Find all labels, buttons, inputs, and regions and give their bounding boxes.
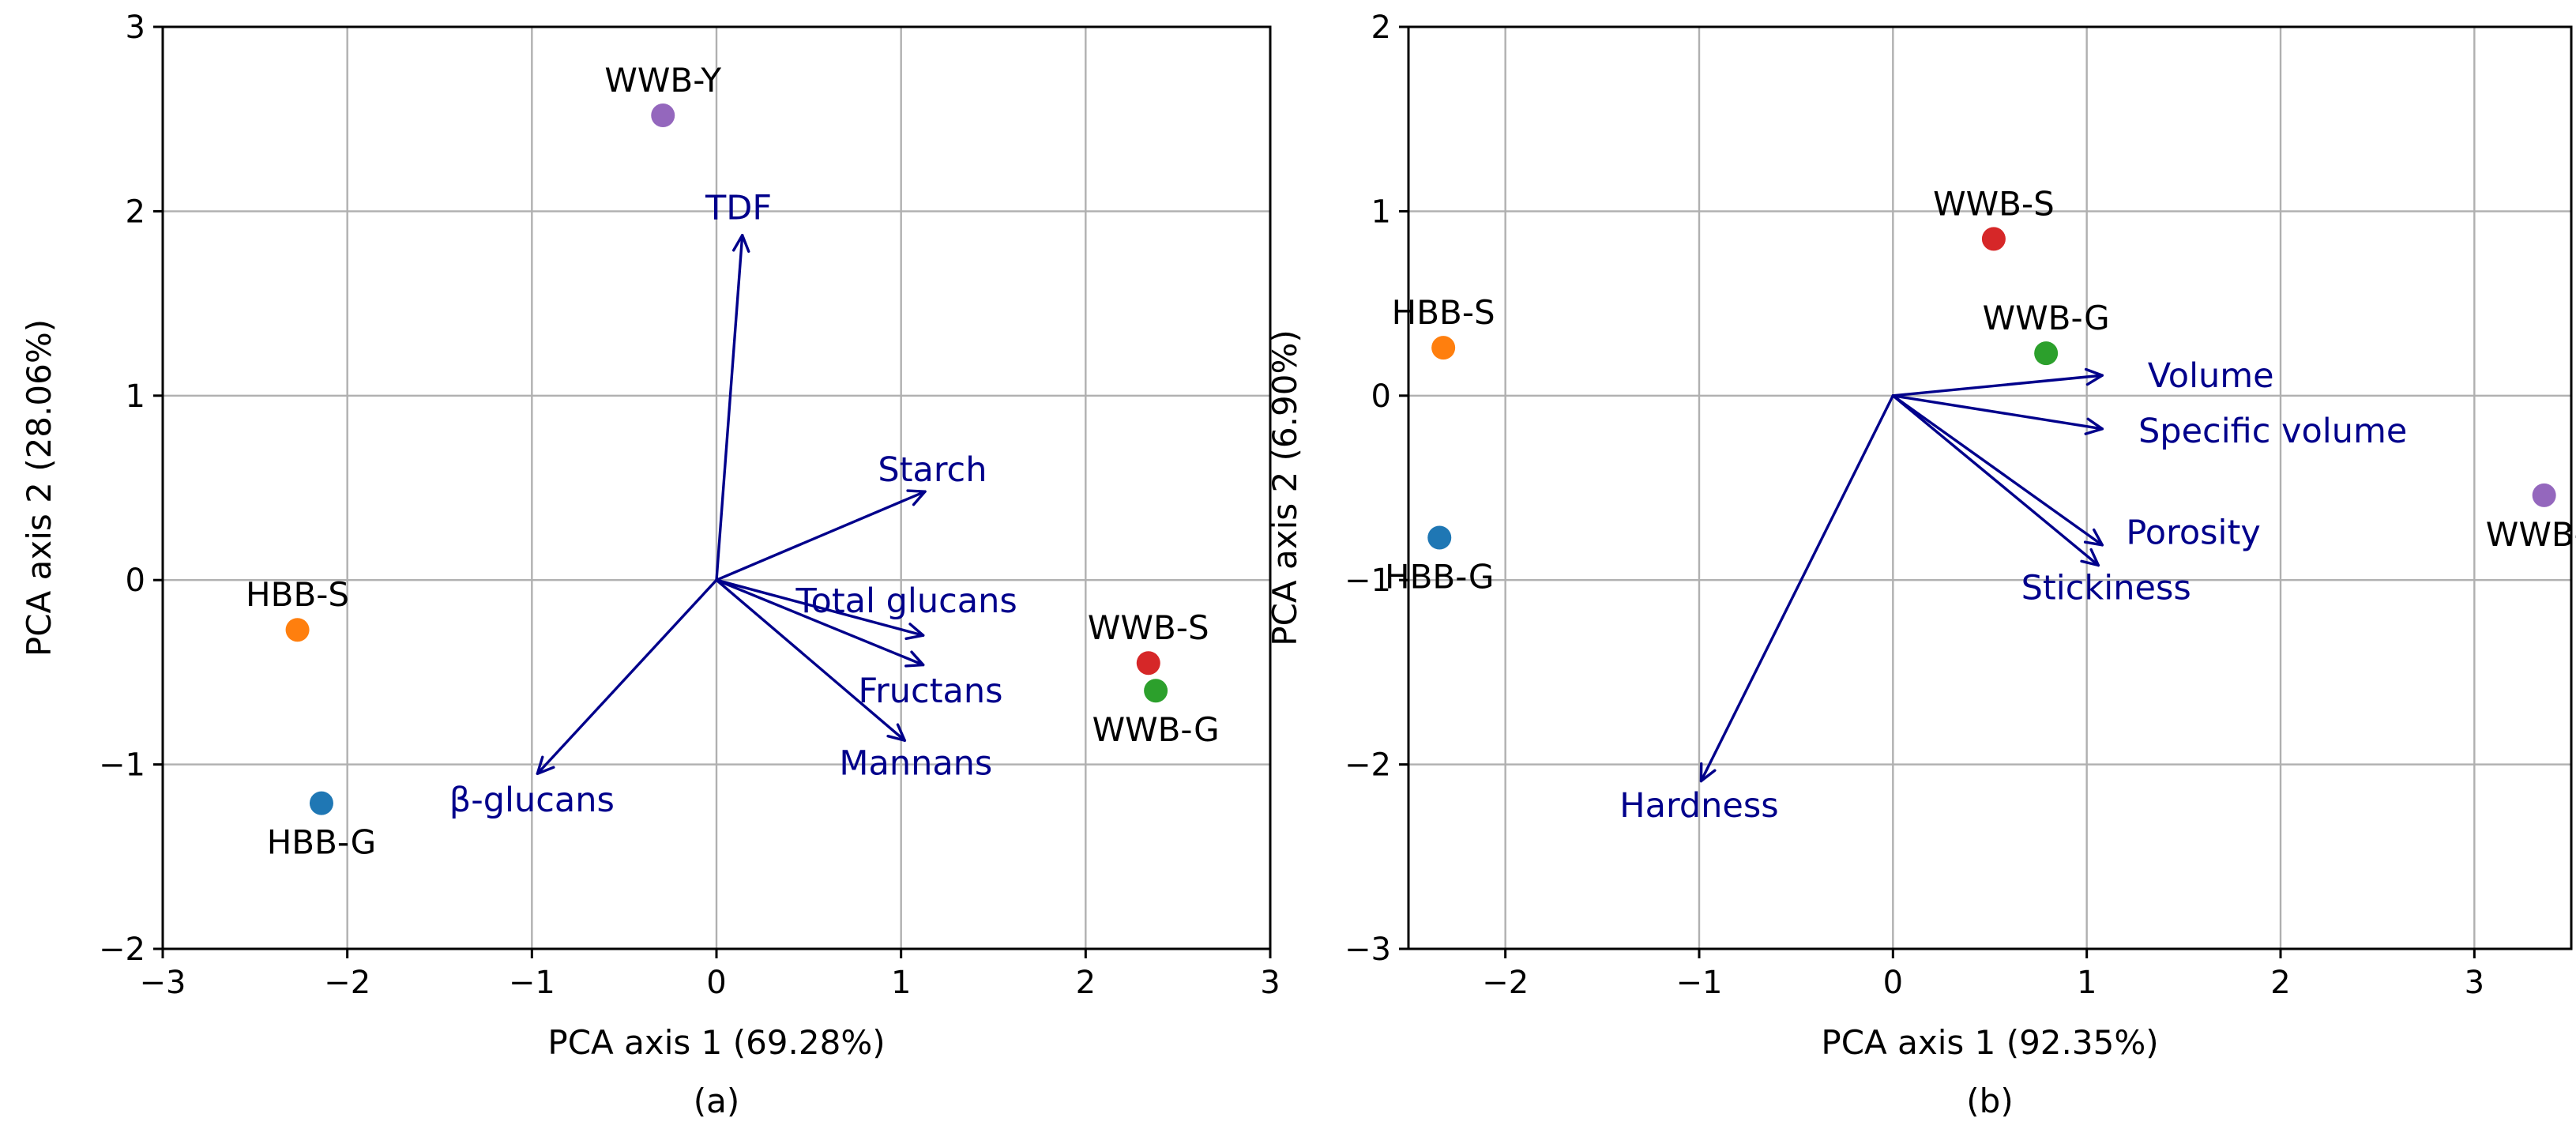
loading-arrow-total-glucans — [715, 578, 925, 637]
y-tick-label: −2 — [1344, 747, 1391, 784]
loading-arrowhead — [2084, 417, 2104, 435]
loading-arrow-stickiness — [1891, 394, 2100, 567]
loading-arrowhead — [904, 623, 925, 641]
sample-point-wwb-g — [1144, 679, 1168, 703]
sample-label: WWB-G — [1092, 710, 1220, 749]
x-tick-label: 3 — [1260, 965, 1280, 1001]
sample-label: WWB-S — [1933, 184, 2055, 223]
loading-arrow--glucans — [536, 578, 718, 775]
sample-point-hbb-s — [285, 618, 310, 642]
sample-label: WWB-Y — [604, 61, 721, 100]
sample-point-wwb-s — [1136, 651, 1160, 676]
y-tick-label: 0 — [1371, 378, 1391, 415]
loading-arrow-hardness — [1699, 394, 1895, 783]
loading-label: Hardness — [1619, 786, 1778, 826]
loading-arrow-porosity — [1891, 394, 2104, 547]
sample-label: HBB-G — [267, 823, 376, 862]
loading-label: Porosity — [2126, 514, 2260, 553]
loading-label: Stickiness — [2021, 569, 2191, 608]
panel-caption: (b) — [1966, 1082, 2013, 1120]
y-tick-label: −1 — [1344, 563, 1391, 599]
loading-arrow-fructans — [715, 578, 925, 667]
loading-label: Mannans — [839, 743, 992, 783]
panel-b-chart: −2 −1 0 1 2 3 −3 −2 −1 0 1 2 Volume Specific volume Po… — [1265, 9, 2576, 1120]
sample-label: WWB-Y — [2486, 515, 2576, 554]
x-axis-label: PCA axis 1 (69.28%) — [547, 1023, 885, 1062]
loading-arrowhead — [536, 755, 555, 775]
sample-point-wwb-s — [1981, 227, 2006, 251]
loading-arrowhead — [904, 650, 925, 668]
sample-point-hbb-g — [309, 791, 333, 815]
x-tick-label: −1 — [1676, 965, 1723, 1001]
x-tick-label: 3 — [2465, 965, 2484, 1001]
y-tick-label: 3 — [126, 9, 145, 46]
loading-arrow-starch — [715, 490, 927, 581]
plot-frame — [1407, 25, 2573, 950]
loading-arrowhead — [906, 489, 927, 506]
loading-label: β-glucans — [449, 781, 615, 820]
y-tick-label: 0 — [126, 563, 145, 599]
loading-label: Volume — [2148, 356, 2274, 396]
y-axis-label: PCA axis 2 (28.06%) — [20, 319, 58, 657]
sample-label: HBB-S — [246, 575, 349, 614]
loading-arrowhead — [1699, 762, 1717, 783]
sample-label: HBB-S — [1392, 293, 1495, 332]
loading-arrow-mannans — [715, 578, 907, 742]
y-tick-label: 2 — [126, 194, 145, 230]
x-tick-label: −2 — [324, 965, 370, 1001]
loading-arrow-tdf — [715, 234, 744, 581]
x-tick-label: 0 — [1883, 965, 1903, 1001]
sample-point-wwb-y — [651, 103, 675, 128]
sample-label: WWB-S — [1088, 608, 1209, 647]
loading-arrow-specific-volume — [1891, 394, 2104, 431]
x-tick-label: 2 — [2270, 965, 2290, 1001]
plot-frame — [161, 25, 1272, 950]
x-tick-label: 2 — [1076, 965, 1096, 1001]
x-tick-label: 1 — [2077, 965, 2097, 1001]
loading-label: TDF — [705, 189, 772, 228]
y-tick-label: 2 — [1371, 9, 1391, 46]
loading-arrowhead — [2080, 548, 2100, 567]
sample-point-hbb-g — [1427, 525, 1452, 550]
loading-arrowhead — [2084, 367, 2104, 386]
loading-arrowhead — [731, 234, 750, 253]
y-tick-label: −1 — [99, 747, 145, 784]
loading-label: Total glucans — [795, 581, 1017, 621]
y-tick-label: 1 — [126, 378, 145, 415]
loading-label: Starch — [878, 450, 987, 490]
x-tick-label: 0 — [706, 965, 726, 1001]
sample-label: HBB-G — [1385, 558, 1494, 596]
sample-point-wwb-y — [2532, 483, 2556, 507]
sample-point-wwb-g — [2034, 341, 2059, 366]
sample-point-hbb-s — [1431, 336, 1456, 360]
panel-caption: (a) — [694, 1082, 740, 1120]
x-axis-label: PCA axis 1 (92.35%) — [1821, 1023, 2158, 1062]
sample-label: WWB-G — [1983, 299, 2110, 337]
x-tick-label: −3 — [140, 965, 186, 1001]
loading-label: Specific volume — [2138, 412, 2407, 451]
y-tick-label: 1 — [1371, 194, 1391, 230]
y-tick-label: −3 — [1344, 931, 1391, 968]
x-tick-label: −2 — [1482, 965, 1529, 1001]
loading-arrowhead — [2083, 528, 2104, 547]
loading-arrowhead — [886, 723, 907, 742]
loading-arrow-volume — [1891, 374, 2104, 397]
x-tick-label: −1 — [509, 965, 555, 1001]
loading-label: Fructans — [859, 672, 1003, 711]
y-tick-label: −2 — [99, 931, 145, 968]
x-tick-label: 1 — [891, 965, 911, 1001]
y-axis-label: PCA axis 2 (6.90%) — [1265, 329, 1304, 646]
